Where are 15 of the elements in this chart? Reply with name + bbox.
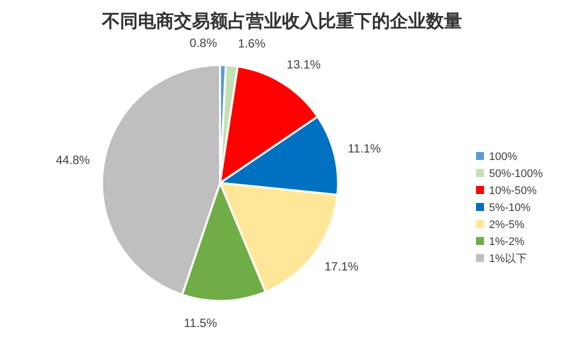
data-label: 17.1% xyxy=(324,259,359,274)
data-label: 11.1% xyxy=(348,142,382,156)
legend-label: 50%-100% xyxy=(489,168,544,180)
legend-label: 2%-5% xyxy=(489,219,525,231)
legend-label: 100% xyxy=(489,151,518,163)
legend-label: 10%-50% xyxy=(489,185,537,197)
data-label: 13.1% xyxy=(286,58,321,72)
legend-label: 5%-10% xyxy=(489,202,531,214)
chart-title: 不同电商交易额占营业收入比重下的企业数量 xyxy=(101,11,462,32)
data-label: 11.5% xyxy=(184,316,218,330)
data-label: 44.8% xyxy=(56,153,90,168)
data-label: 0.8% xyxy=(190,36,218,50)
data-label: 1.6% xyxy=(238,36,266,51)
legend-label: 1%以下 xyxy=(489,252,527,265)
legend-label: 1%-2% xyxy=(489,236,525,248)
